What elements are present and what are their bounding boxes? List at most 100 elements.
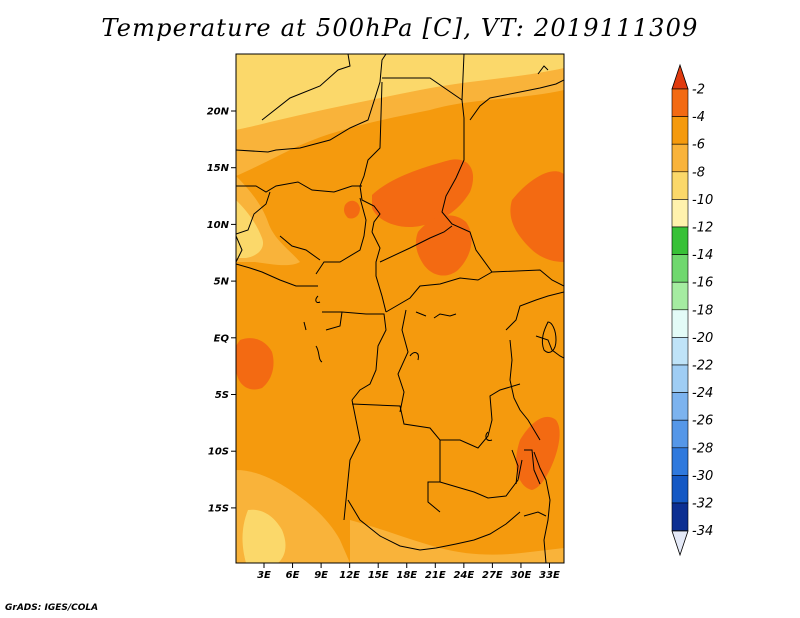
colorbar-label: -26 [692, 414, 713, 429]
y-tick-label: 10S [208, 447, 229, 458]
colorbar-swatch [671, 171, 689, 200]
colorbar-bottom-triangle [671, 530, 689, 557]
y-tick-label: EQ [214, 333, 230, 344]
colorbar-swatch [671, 447, 689, 476]
border-path [511, 449, 519, 485]
border-path [359, 81, 383, 233]
x-tick-label: 12E [339, 570, 360, 581]
border-path [537, 65, 549, 75]
border-path [279, 235, 321, 261]
border-path [439, 459, 523, 499]
field-warm-speck [344, 200, 360, 219]
field-band-southwest-minus10 [242, 509, 286, 563]
border-path [236, 263, 318, 287]
footer-credit: GrADS: IGES/COLA [5, 603, 99, 613]
y-axis: 20N 15N 10N 5N EQ 5S 10S 15S [207, 107, 236, 514]
border-path [509, 339, 541, 441]
field-warm-east [510, 171, 564, 262]
temperature-field [236, 54, 564, 563]
colorbar-label: -8 [692, 165, 705, 180]
colorbar-swatch [671, 419, 689, 449]
border-path [315, 295, 321, 303]
border-path [236, 191, 271, 235]
border-path [236, 54, 387, 153]
colorbar-swatch [671, 281, 689, 311]
field-warm-west-coast [236, 338, 274, 390]
colorbar-swatch [671, 337, 689, 366]
border-path [535, 335, 564, 359]
colorbar-swatch [671, 364, 689, 393]
border-path [385, 271, 493, 313]
colorbar-label: -2 [692, 83, 705, 98]
field-warm-mozambique [516, 416, 560, 490]
y-tick-label: 10N [207, 220, 230, 231]
border-path [343, 399, 361, 521]
x-tick-label: 24E [453, 570, 474, 581]
border-path [485, 431, 493, 441]
x-tick-label: 27E [482, 570, 503, 581]
border-path [441, 99, 564, 287]
colorbar-label: -16 [692, 276, 713, 291]
border-path [397, 309, 409, 413]
colorbar-swatch [671, 226, 689, 255]
border-path [541, 321, 557, 353]
colorbar-swatch [671, 143, 689, 173]
border-path [469, 79, 564, 121]
colorbar-label: -22 [692, 359, 713, 374]
field-band-south-minus8 [350, 520, 564, 563]
border-path [371, 231, 387, 313]
y-tick-label: 5N [214, 277, 230, 288]
x-tick-label: 21E [425, 570, 446, 581]
x-tick-label: 15E [368, 570, 389, 581]
border-path [261, 54, 351, 121]
colorbar-swatch [671, 199, 689, 228]
field-band-north-minus10 [236, 54, 564, 130]
border-path [322, 311, 387, 401]
colorbar-label: -14 [692, 248, 713, 263]
country-borders [236, 54, 564, 563]
plot-frame [235, 53, 565, 564]
colorbar-label: -24 [692, 386, 713, 401]
border-path [315, 345, 323, 363]
colorbar-label: -4 [692, 110, 705, 125]
field-warm-sahel [372, 159, 474, 228]
x-tick-label: 18E [396, 570, 417, 581]
colorbar-label: -6 [692, 138, 705, 153]
colorbar-swatch [671, 392, 689, 421]
colorbar-swatch [671, 254, 689, 283]
border-path [236, 235, 243, 263]
y-tick-label: 15S [208, 503, 229, 514]
y-tick-label: 15N [207, 163, 230, 174]
colorbar-swatch [671, 116, 689, 145]
border-path [533, 451, 551, 563]
colorbar-label: -30 [692, 469, 713, 484]
colorbar-swatch [671, 88, 689, 117]
colorbar-label: -12 [692, 221, 713, 236]
colorbar-swatch [671, 309, 689, 338]
border-path [524, 449, 541, 485]
border-path [523, 511, 547, 517]
border-path [303, 321, 307, 331]
field-warm-central [415, 215, 472, 276]
colorbar-label: -32 [692, 497, 713, 512]
x-tick-label: 9E [314, 570, 328, 581]
border-path [433, 313, 457, 319]
border-path [415, 311, 427, 317]
border-path [325, 311, 343, 331]
x-tick-label: 30E [511, 570, 532, 581]
x-tick-label: 33E [539, 570, 560, 581]
x-axis: 3E 6E 9E 12E 15E 18E 21E 24E 27E 30E 33E [257, 563, 560, 581]
colorbar-label: -18 [692, 303, 713, 318]
colorbar-label: -34 [692, 524, 713, 539]
border-path [409, 352, 419, 361]
colorbar-label: -20 [692, 331, 713, 346]
field-band-west-minus10 [236, 200, 264, 258]
colorbar-swatch [671, 475, 689, 504]
y-tick-label: 20N [207, 107, 230, 118]
border-path [315, 197, 367, 275]
border-path [236, 181, 362, 193]
x-tick-label: 3E [257, 570, 271, 581]
colorbar-top-triangle [671, 63, 689, 90]
colorbar: -2 -4 -6 -8 -10 -12 -14 -16 -18 -20 -22 -24 -26 -28 -3… [671, 63, 713, 557]
